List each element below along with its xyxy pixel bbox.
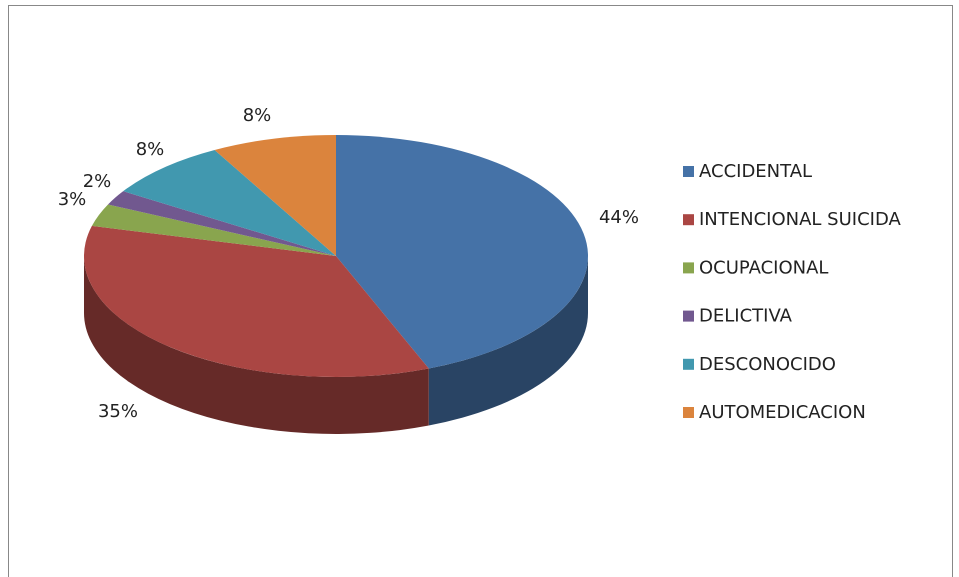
data-label: 44% [599,207,639,228]
pie-slice [107,191,336,256]
data-label: 3% [58,189,87,210]
legend-label: OCUPACIONAL [699,257,828,278]
pie-slice [336,135,588,369]
data-label: 2% [83,171,112,192]
legend-label: AUTOMEDICACION [699,402,866,423]
legend-label: DESCONOCIDO [699,354,836,375]
legend-label: DELICTIVA [699,306,793,327]
legend-label: ACCIDENTAL [699,161,812,182]
pie-slice [123,149,336,256]
pie-slice [214,135,336,256]
pie-slice [83,225,429,377]
data-label: 35% [98,401,138,422]
legend-swatch [683,166,694,177]
data-label: 8% [136,139,165,160]
legend-swatch [683,214,694,226]
legend-swatch [683,358,694,370]
legend-swatch [683,407,694,418]
legend-swatch [683,310,694,322]
pie-wall [84,256,429,434]
legend-swatch [683,262,694,274]
data-label: 8% [243,105,272,126]
pie-slice [91,204,336,256]
legend-label: INTENCIONAL SUICIDA [699,209,902,230]
pie-wall [428,256,588,426]
